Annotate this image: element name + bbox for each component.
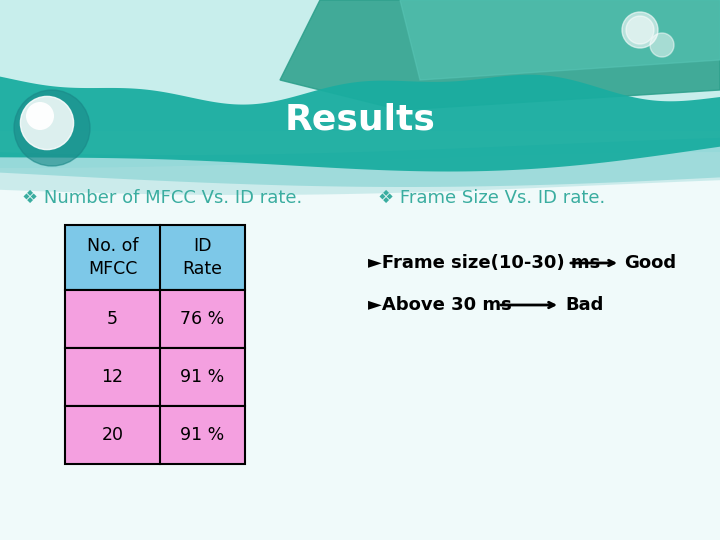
Text: Good: Good: [624, 254, 676, 272]
Polygon shape: [280, 0, 720, 110]
Polygon shape: [0, 152, 720, 195]
Bar: [65, 348, 245, 406]
Text: Results: Results: [284, 103, 436, 137]
Circle shape: [626, 16, 654, 44]
Text: 91 %: 91 %: [181, 426, 225, 444]
Circle shape: [14, 90, 90, 166]
Text: 76 %: 76 %: [181, 310, 225, 328]
Circle shape: [650, 33, 674, 57]
Text: ❖ Number of MFCC Vs. ID rate.: ❖ Number of MFCC Vs. ID rate.: [22, 189, 302, 207]
Text: 20: 20: [102, 426, 124, 444]
Bar: [65, 406, 245, 464]
Text: 5: 5: [107, 310, 118, 328]
Bar: [65, 290, 245, 348]
Circle shape: [622, 12, 658, 48]
Text: No. of
MFCC: No. of MFCC: [86, 238, 138, 278]
Text: 91 %: 91 %: [181, 368, 225, 386]
Text: ❖ Frame Size Vs. ID rate.: ❖ Frame Size Vs. ID rate.: [378, 189, 606, 207]
Text: 12: 12: [102, 368, 124, 386]
Polygon shape: [0, 75, 720, 172]
Circle shape: [20, 97, 73, 150]
Text: ID
Rate: ID Rate: [182, 238, 222, 278]
Circle shape: [27, 103, 53, 129]
Bar: [65, 225, 245, 290]
Bar: [0, 0, 720, 130]
Text: ►Frame size(10-30) ms: ►Frame size(10-30) ms: [368, 254, 600, 272]
Polygon shape: [400, 0, 720, 80]
Text: Bad: Bad: [565, 296, 603, 314]
Polygon shape: [0, 138, 720, 187]
Text: ►Above 30 ms: ►Above 30 ms: [368, 296, 512, 314]
